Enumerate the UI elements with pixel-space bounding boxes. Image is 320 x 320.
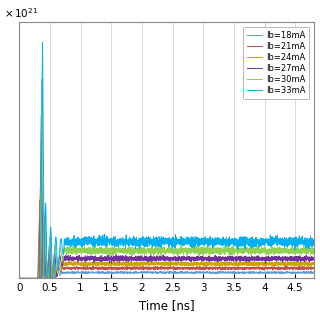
Ib=21mA bbox=[143, 266, 147, 269]
Ib=33mA bbox=[41, 41, 44, 44]
Ib=33mA bbox=[274, 241, 278, 244]
Line: Ib=30mA: Ib=30mA bbox=[19, 79, 314, 319]
Ib=30mA bbox=[17, 276, 21, 280]
Ib=18mA bbox=[51, 268, 55, 272]
Ib=33mA bbox=[130, 238, 134, 242]
Ib=27mA bbox=[17, 276, 21, 280]
Ib=21mA bbox=[306, 265, 310, 269]
Ib=33mA bbox=[143, 241, 147, 245]
Ib=18mA bbox=[143, 270, 147, 274]
Ib=21mA bbox=[17, 276, 21, 280]
Line: Ib=27mA: Ib=27mA bbox=[19, 115, 314, 312]
Ib=33mA bbox=[17, 276, 21, 280]
Ib=30mA bbox=[274, 246, 278, 250]
X-axis label: Time [ns]: Time [ns] bbox=[139, 299, 194, 312]
Ib=27mA bbox=[143, 257, 147, 260]
Ib=33mA bbox=[306, 241, 310, 245]
Ib=18mA bbox=[130, 270, 134, 274]
Line: Ib=18mA: Ib=18mA bbox=[19, 217, 314, 292]
Line: Ib=33mA: Ib=33mA bbox=[19, 43, 314, 320]
Ib=27mA bbox=[39, 113, 43, 116]
Ib=30mA bbox=[45, 317, 49, 320]
Ib=27mA bbox=[45, 310, 49, 314]
Ib=33mA bbox=[68, 245, 72, 249]
Ib=30mA bbox=[306, 248, 310, 252]
Ib=18mA bbox=[37, 215, 41, 219]
Ib=24mA bbox=[17, 276, 21, 280]
Line: Ib=21mA: Ib=21mA bbox=[19, 200, 314, 295]
Ib=21mA bbox=[44, 293, 48, 297]
Ib=21mA bbox=[312, 266, 316, 269]
Ib=24mA bbox=[68, 261, 72, 265]
Ib=21mA bbox=[130, 267, 134, 271]
Ib=24mA bbox=[130, 262, 134, 266]
Ib=27mA bbox=[130, 256, 134, 260]
Ib=27mA bbox=[68, 254, 72, 258]
Ib=21mA bbox=[68, 267, 72, 271]
Ib=21mA bbox=[51, 265, 55, 268]
Ib=27mA bbox=[274, 257, 278, 260]
Ib=30mA bbox=[51, 287, 55, 291]
Ib=24mA bbox=[274, 261, 278, 265]
Ib=30mA bbox=[130, 248, 134, 252]
Ib=30mA bbox=[312, 246, 316, 250]
Ib=30mA bbox=[143, 248, 147, 252]
Ib=24mA bbox=[44, 300, 48, 303]
Ib=18mA bbox=[306, 271, 310, 275]
Ib=24mA bbox=[39, 165, 43, 169]
Ib=24mA bbox=[143, 262, 147, 266]
Ib=27mA bbox=[312, 257, 316, 260]
Ib=18mA bbox=[68, 270, 72, 274]
Ib=24mA bbox=[51, 266, 55, 270]
Ib=24mA bbox=[312, 262, 316, 266]
Ib=30mA bbox=[40, 77, 44, 81]
Ib=27mA bbox=[306, 257, 310, 260]
Ib=21mA bbox=[38, 198, 42, 202]
Ib=18mA bbox=[312, 270, 316, 274]
Ib=18mA bbox=[274, 271, 278, 275]
Ib=33mA bbox=[51, 290, 55, 294]
Ib=30mA bbox=[68, 249, 72, 253]
Ib=18mA bbox=[43, 290, 47, 293]
Legend: Ib=18mA, Ib=21mA, Ib=24mA, Ib=27mA, Ib=30mA, Ib=33mA: Ib=18mA, Ib=21mA, Ib=24mA, Ib=27mA, Ib=3… bbox=[243, 27, 309, 99]
Ib=27mA bbox=[51, 276, 55, 279]
Ib=24mA bbox=[306, 260, 310, 264]
Text: $\times\,10^{21}$: $\times\,10^{21}$ bbox=[4, 6, 39, 20]
Ib=18mA bbox=[17, 276, 21, 280]
Ib=33mA bbox=[312, 240, 316, 244]
Line: Ib=24mA: Ib=24mA bbox=[19, 167, 314, 301]
Ib=21mA bbox=[274, 266, 278, 270]
